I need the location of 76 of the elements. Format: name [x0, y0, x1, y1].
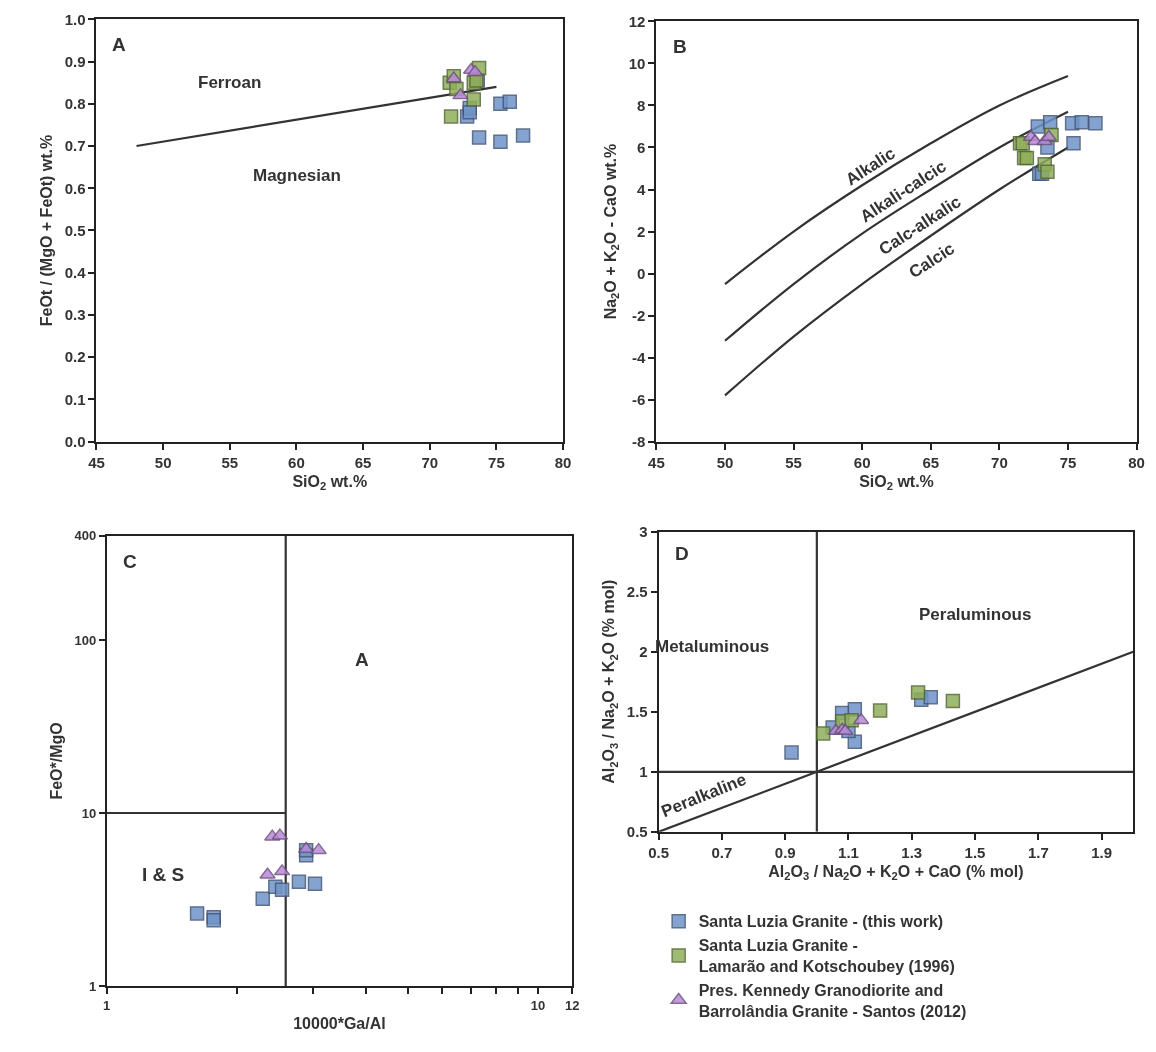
x-tick-label: 12: [564, 997, 580, 1013]
y-tick-label: 0.2: [64, 348, 86, 366]
x-tick-label: 60: [288, 453, 305, 471]
y-tick-label: 0.0: [64, 432, 86, 450]
y-tick-label: 0.9: [64, 52, 86, 70]
y-tick-label: 1.5: [626, 703, 648, 721]
x-tick-label: 1.5: [964, 843, 986, 861]
x-tick-label: 45: [88, 453, 105, 471]
y-tick-label: 0.5: [626, 823, 648, 841]
x-tick-label: 70: [421, 453, 439, 471]
y-tick-label: 1.0: [64, 10, 86, 28]
x-tick-label: 45: [648, 453, 665, 471]
y-tick-label: -2: [632, 306, 646, 324]
x-tick-label: 0.7: [711, 843, 733, 861]
y-tick-label: 0.4: [64, 263, 87, 281]
annotation: Magnesian: [253, 166, 341, 185]
annotation: B: [673, 36, 687, 57]
y-tick-label: 8: [637, 96, 646, 114]
y-axis-title: FeOt / (MgO + FeOt) wt.%: [38, 134, 56, 327]
y-tick-label: 6: [637, 138, 646, 156]
x-tick-label: 80: [554, 453, 572, 471]
y-tick-label: -4: [632, 348, 647, 366]
x-tick-label: 1: [103, 997, 111, 1013]
y-tick-label: 400: [74, 528, 97, 544]
legend-label: Santa Luzia Granite - Lamarão and Kotschoubey (1996): [698, 937, 955, 976]
y-tick-label: 1: [88, 978, 97, 994]
x-tick-label: 65: [922, 453, 940, 471]
x-tick-label: 75: [488, 453, 505, 471]
y-tick-label: 2: [637, 222, 646, 240]
annotation: C: [123, 551, 137, 572]
y-tick-label: 4: [637, 180, 647, 198]
y-tick-label: 3: [639, 522, 648, 540]
y-tick-label: 12: [628, 12, 646, 30]
x-tick-label: 1.9: [1091, 843, 1112, 861]
x-tick-label: 1.3: [901, 843, 923, 861]
annotation: D: [675, 543, 689, 564]
y-tick-label: 10: [628, 54, 646, 72]
y-tick-label: 0: [637, 264, 646, 282]
x-tick-label: 75: [1059, 453, 1077, 471]
text: Al$_{2}$O$_{3}$ / Na$_{2}$O + K$_{2}$O + CaO (% mol): [768, 863, 1024, 883]
y-tick-label: 0.7: [64, 137, 86, 155]
y-tick-label: -6: [632, 390, 646, 408]
y-tick-label: 2.5: [626, 582, 648, 600]
x-tick-label: 10: [530, 997, 546, 1013]
y-tick-label: 1: [639, 763, 648, 781]
x-tick-label: 1.7: [1027, 843, 1049, 861]
y-tick-label: 2: [639, 642, 648, 660]
x-tick-label: 55: [785, 453, 802, 471]
x-tick-label: 70: [991, 453, 1008, 471]
x-tick-label: 0.9: [774, 843, 796, 861]
x-axis-title: SiO$_{2}$ wt.%: [292, 472, 368, 493]
x-tick-label: 65: [354, 453, 372, 471]
y-tick-label: -8: [632, 432, 646, 450]
y-axis-title: FeO*/MgO: [47, 722, 65, 800]
y-tick-label: 0.1: [64, 390, 86, 408]
legend-label: Santa Luzia Granite - (this work): [698, 913, 944, 931]
annotation: Ferroan: [198, 73, 262, 92]
y-tick-label: 0.6: [64, 179, 86, 197]
x-axis-title: 10000*Ga/Al: [293, 1014, 386, 1032]
x-tick-label: 60: [853, 453, 871, 471]
annotation: A: [112, 34, 126, 55]
y-tick-label: 0.3: [64, 306, 86, 324]
y-tick-label: 100: [74, 632, 97, 648]
y-tick-label: 0.5: [64, 221, 86, 239]
legend-label: Pres. Kennedy Granodiorite and Barrolândia Granite - Santos (2012): [698, 981, 967, 1020]
x-axis-title: SiO$_{2}$ wt.%: [859, 472, 934, 493]
annotation: A: [355, 649, 369, 670]
x-tick-label: 80: [1128, 453, 1145, 471]
y-tick-label: 0.8: [64, 95, 86, 113]
annotation: Peraluminous: [919, 605, 1032, 624]
y-tick-label: 10: [81, 805, 97, 821]
x-tick-label: 50: [154, 453, 172, 471]
annotation: I & S: [142, 864, 185, 885]
x-tick-label: 50: [716, 453, 734, 471]
x-tick-label: 55: [221, 453, 239, 471]
x-tick-label: 1.1: [838, 843, 859, 861]
